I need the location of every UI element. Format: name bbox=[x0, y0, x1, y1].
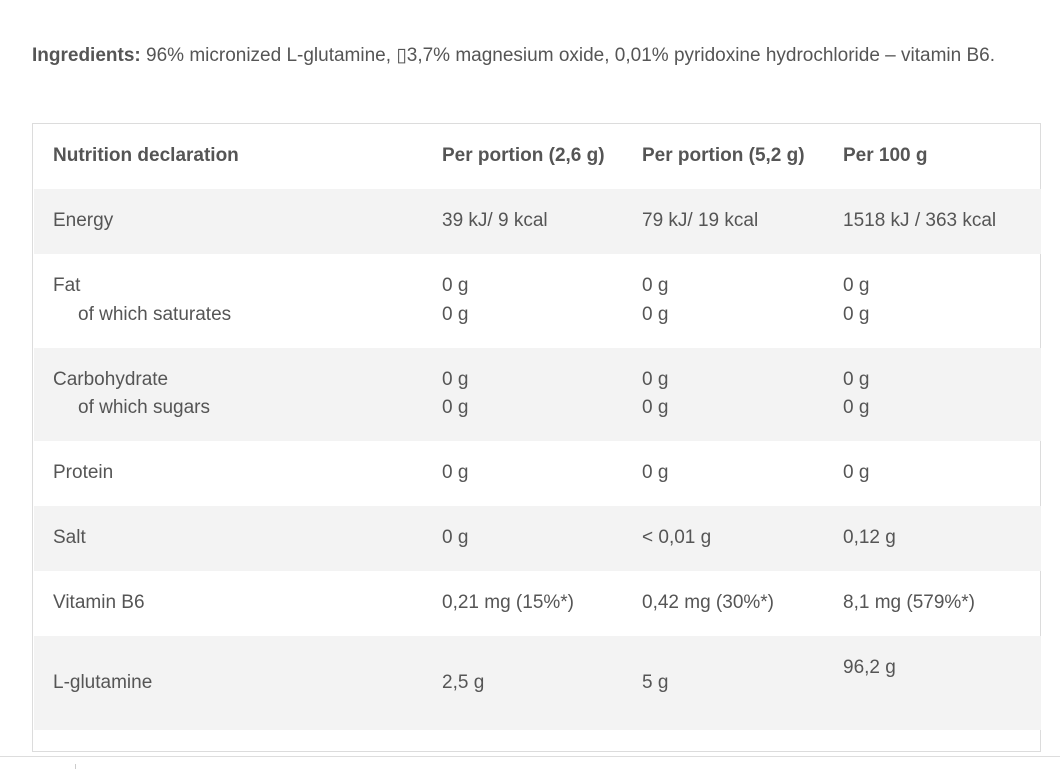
row-value-per-100g: 0 g bbox=[843, 462, 870, 483]
row-value-portion-large: 0,42 mg (30%*) bbox=[642, 592, 775, 613]
row-label: Energy bbox=[53, 210, 114, 231]
table-row-energy: Energy 39 kJ/ 9 kcal 79 kJ/ 19 kcal 1518… bbox=[34, 189, 1041, 254]
table-row-protein: Protein 0 g 0 g 0 g bbox=[34, 441, 1041, 506]
table-row-l-glutamine: L-glutamine 2,5 g 5 g 96,2 g bbox=[34, 636, 1041, 730]
row-value-portion-large: 0 g bbox=[642, 462, 669, 483]
row-value-portion-large: 79 kJ/ 19 kcal bbox=[642, 210, 759, 231]
row-subvalue-portion-small: 0 g bbox=[442, 397, 469, 418]
row-value-portion-small: 0,21 mg (15%*) bbox=[442, 592, 575, 613]
row-value-per-100g: 0 g bbox=[843, 369, 870, 390]
row-label: Vitamin B6 bbox=[53, 592, 145, 613]
row-label: Protein bbox=[53, 462, 114, 483]
row-label: Salt bbox=[53, 527, 86, 548]
table-header-row: Nutrition declaration Per portion (2,6 g… bbox=[34, 124, 1041, 189]
row-label: Carbohydrate bbox=[53, 369, 169, 390]
row-subvalue-portion-small: 0 g bbox=[442, 304, 469, 325]
row-value-portion-small: 0 g bbox=[442, 462, 469, 483]
ingredients-line: Ingredients: 96% micronized L-glutamine,… bbox=[32, 44, 1042, 68]
row-value-per-100g: 96,2 g bbox=[843, 657, 896, 678]
row-value-portion-large: 0 g bbox=[642, 275, 669, 296]
ingredients-label: Ingredients: bbox=[32, 45, 141, 66]
row-value-portion-small: 2,5 g bbox=[442, 672, 485, 693]
row-sublabel: of which sugars bbox=[78, 397, 211, 418]
row-value-portion-small: 39 kJ/ 9 kcal bbox=[442, 210, 548, 231]
row-subvalue-per-100g: 0 g bbox=[843, 397, 870, 418]
ingredients-text: 96% micronized L-glutamine, ▯3,7% magnes… bbox=[140, 45, 996, 66]
row-value-portion-large: 0 g bbox=[642, 369, 669, 390]
nutrition-table: Nutrition declaration Per portion (2,6 g… bbox=[32, 123, 1041, 752]
row-value-portion-small: 0 g bbox=[442, 275, 469, 296]
row-value-per-100g: 0 g bbox=[843, 275, 870, 296]
row-subvalue-per-100g: 0 g bbox=[843, 304, 870, 325]
table-row-fat: Fat 0 g 0 g 0 g of which saturates 0 g 0… bbox=[34, 254, 1041, 348]
row-value-portion-small: 0 g bbox=[442, 369, 469, 390]
bottom-tick-mark bbox=[75, 764, 76, 769]
row-subvalue-portion-large: 0 g bbox=[642, 304, 669, 325]
table-row-salt: Salt 0 g < 0,01 g 0,12 g bbox=[34, 506, 1041, 571]
table-row-carbohydrate: Carbohydrate 0 g 0 g 0 g of which sugars… bbox=[34, 348, 1041, 441]
header-per-portion-small: Per portion (2,6 g) bbox=[442, 145, 605, 166]
row-value-per-100g: 1518 kJ / 363 kcal bbox=[843, 210, 997, 231]
row-label: L-glutamine bbox=[53, 672, 153, 693]
row-value-per-100g: 8,1 mg (579%*) bbox=[843, 592, 976, 613]
header-nutrition-declaration: Nutrition declaration bbox=[53, 145, 239, 166]
row-value-portion-large: 5 g bbox=[642, 672, 669, 693]
bottom-divider bbox=[0, 756, 1060, 757]
row-value-portion-large: < 0,01 g bbox=[642, 527, 712, 548]
row-subvalue-portion-large: 0 g bbox=[642, 397, 669, 418]
header-per-portion-large: Per portion (5,2 g) bbox=[642, 145, 805, 166]
row-sublabel: of which saturates bbox=[78, 304, 232, 325]
row-label: Fat bbox=[53, 275, 81, 296]
header-per-100g: Per 100 g bbox=[843, 145, 928, 166]
row-value-portion-small: 0 g bbox=[442, 527, 469, 548]
row-value-per-100g: 0,12 g bbox=[843, 527, 896, 548]
table-row-vitamin-b6: Vitamin B6 0,21 mg (15%*) 0,42 mg (30%*)… bbox=[34, 571, 1041, 636]
